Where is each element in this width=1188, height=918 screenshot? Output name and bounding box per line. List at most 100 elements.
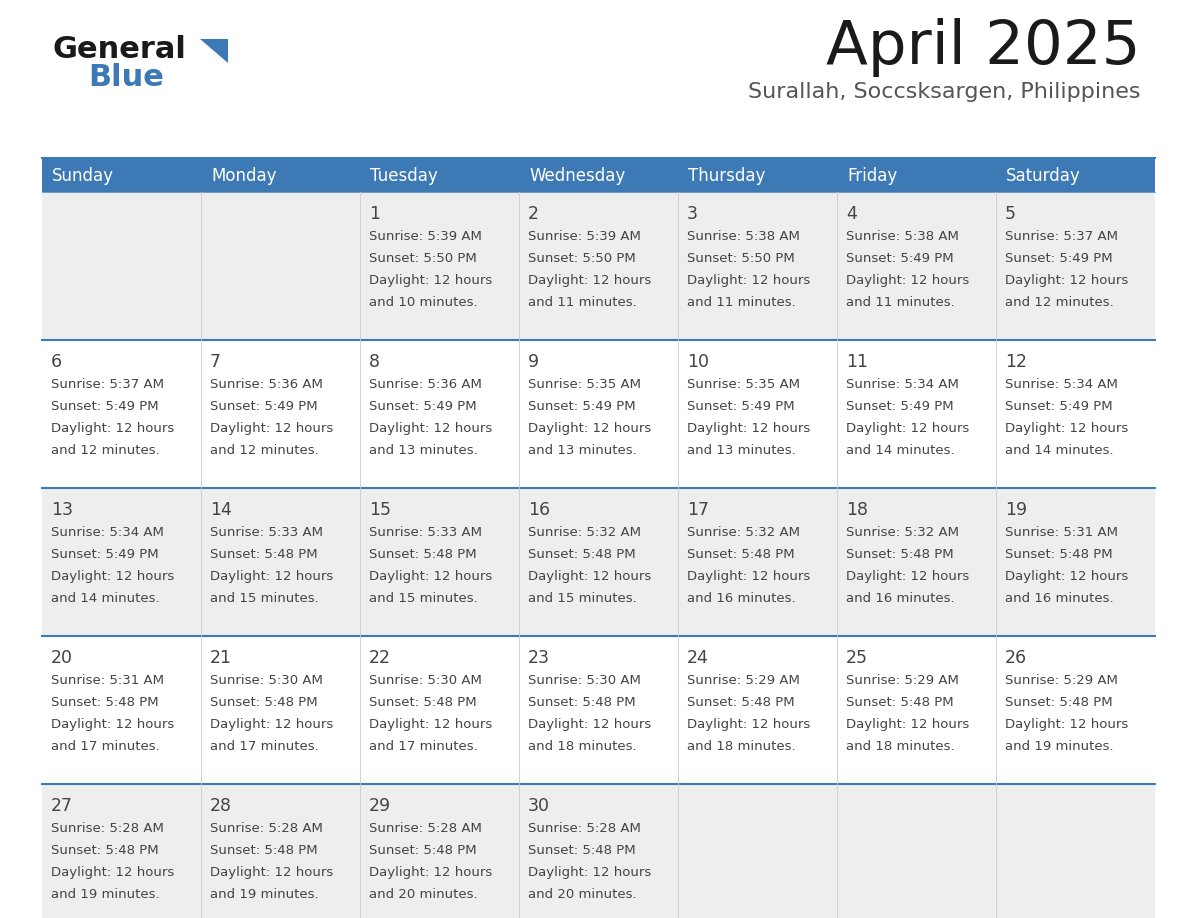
Text: and 17 minutes.: and 17 minutes. [369, 740, 478, 753]
Text: Daylight: 12 hours: Daylight: 12 hours [369, 274, 492, 287]
Text: 20: 20 [51, 649, 72, 667]
Text: Sunrise: 5:38 AM: Sunrise: 5:38 AM [846, 230, 959, 243]
Text: Sunset: 5:48 PM: Sunset: 5:48 PM [369, 696, 476, 709]
Text: 6: 6 [51, 353, 62, 371]
Text: Daylight: 12 hours: Daylight: 12 hours [687, 718, 810, 731]
Text: and 13 minutes.: and 13 minutes. [527, 444, 637, 457]
Text: Daylight: 12 hours: Daylight: 12 hours [210, 570, 334, 583]
Text: and 12 minutes.: and 12 minutes. [210, 444, 318, 457]
Bar [42, 488, 1155, 636]
Text: and 20 minutes.: and 20 minutes. [527, 888, 637, 901]
Bar [42, 636, 1155, 784]
Text: Sunset: 5:48 PM: Sunset: 5:48 PM [1005, 696, 1113, 709]
Text: 7: 7 [210, 353, 221, 371]
Text: Daylight: 12 hours: Daylight: 12 hours [527, 274, 651, 287]
Text: Sunrise: 5:28 AM: Sunrise: 5:28 AM [527, 822, 640, 835]
Text: Sunset: 5:48 PM: Sunset: 5:48 PM [210, 844, 317, 857]
Text: Sunrise: 5:34 AM: Sunrise: 5:34 AM [1005, 378, 1118, 391]
Text: Sunrise: 5:32 AM: Sunrise: 5:32 AM [687, 526, 800, 539]
Text: Wednesday: Wednesday [529, 167, 625, 185]
Text: Sunset: 5:48 PM: Sunset: 5:48 PM [527, 696, 636, 709]
Text: and 19 minutes.: and 19 minutes. [51, 888, 159, 901]
Text: Sunset: 5:49 PM: Sunset: 5:49 PM [51, 548, 159, 561]
Text: Sunset: 5:50 PM: Sunset: 5:50 PM [527, 252, 636, 265]
Text: Sunrise: 5:29 AM: Sunrise: 5:29 AM [687, 674, 800, 687]
Text: and 19 minutes.: and 19 minutes. [1005, 740, 1113, 753]
Text: and 15 minutes.: and 15 minutes. [210, 592, 318, 605]
Text: 28: 28 [210, 797, 232, 815]
Text: 23: 23 [527, 649, 550, 667]
Text: and 14 minutes.: and 14 minutes. [846, 444, 955, 457]
Text: Sunrise: 5:34 AM: Sunrise: 5:34 AM [51, 526, 164, 539]
Text: Friday: Friday [847, 167, 897, 185]
Text: Daylight: 12 hours: Daylight: 12 hours [51, 718, 175, 731]
Text: Sunrise: 5:32 AM: Sunrise: 5:32 AM [527, 526, 642, 539]
Text: Sunset: 5:49 PM: Sunset: 5:49 PM [687, 400, 795, 413]
Text: and 12 minutes.: and 12 minutes. [51, 444, 159, 457]
Text: Sunset: 5:48 PM: Sunset: 5:48 PM [687, 696, 795, 709]
Text: 24: 24 [687, 649, 709, 667]
Text: 27: 27 [51, 797, 72, 815]
Text: and 18 minutes.: and 18 minutes. [846, 740, 955, 753]
Text: April 2025: April 2025 [826, 18, 1140, 77]
Text: Saturday: Saturday [1006, 167, 1081, 185]
Bar [42, 340, 1155, 488]
Text: Sunset: 5:48 PM: Sunset: 5:48 PM [527, 548, 636, 561]
Text: and 11 minutes.: and 11 minutes. [846, 296, 955, 309]
Text: Daylight: 12 hours: Daylight: 12 hours [527, 570, 651, 583]
Text: 1: 1 [369, 205, 380, 223]
Text: Sunset: 5:48 PM: Sunset: 5:48 PM [51, 844, 159, 857]
Text: Sunset: 5:48 PM: Sunset: 5:48 PM [687, 548, 795, 561]
Text: Daylight: 12 hours: Daylight: 12 hours [527, 718, 651, 731]
Text: Sunrise: 5:29 AM: Sunrise: 5:29 AM [846, 674, 959, 687]
Text: and 13 minutes.: and 13 minutes. [687, 444, 796, 457]
Text: Sunrise: 5:31 AM: Sunrise: 5:31 AM [1005, 526, 1118, 539]
Text: Sunrise: 5:35 AM: Sunrise: 5:35 AM [527, 378, 642, 391]
Text: Daylight: 12 hours: Daylight: 12 hours [687, 422, 810, 435]
Text: Daylight: 12 hours: Daylight: 12 hours [846, 274, 969, 287]
Text: Daylight: 12 hours: Daylight: 12 hours [369, 570, 492, 583]
Text: Thursday: Thursday [688, 167, 765, 185]
Text: Surallah, Soccsksargen, Philippines: Surallah, Soccsksargen, Philippines [747, 82, 1140, 102]
Text: Daylight: 12 hours: Daylight: 12 hours [846, 570, 969, 583]
Text: 8: 8 [369, 353, 380, 371]
Text: 4: 4 [846, 205, 857, 223]
Text: Sunset: 5:49 PM: Sunset: 5:49 PM [51, 400, 159, 413]
Text: Tuesday: Tuesday [369, 167, 437, 185]
Text: Sunset: 5:48 PM: Sunset: 5:48 PM [369, 844, 476, 857]
Text: 9: 9 [527, 353, 539, 371]
Text: Sunrise: 5:28 AM: Sunrise: 5:28 AM [369, 822, 482, 835]
Text: and 18 minutes.: and 18 minutes. [527, 740, 637, 753]
Text: Sunrise: 5:36 AM: Sunrise: 5:36 AM [369, 378, 482, 391]
Text: Sunset: 5:48 PM: Sunset: 5:48 PM [51, 696, 159, 709]
Text: Sunrise: 5:39 AM: Sunrise: 5:39 AM [527, 230, 640, 243]
Text: and 15 minutes.: and 15 minutes. [527, 592, 637, 605]
Text: 15: 15 [369, 501, 391, 519]
Text: Sunday: Sunday [52, 167, 114, 185]
Text: 3: 3 [687, 205, 699, 223]
Text: Sunrise: 5:30 AM: Sunrise: 5:30 AM [369, 674, 482, 687]
Text: 13: 13 [51, 501, 72, 519]
Text: Sunrise: 5:31 AM: Sunrise: 5:31 AM [51, 674, 164, 687]
Text: 18: 18 [846, 501, 868, 519]
Text: and 14 minutes.: and 14 minutes. [1005, 444, 1113, 457]
Polygon shape [200, 39, 228, 63]
Text: Monday: Monday [211, 167, 277, 185]
Text: Sunrise: 5:37 AM: Sunrise: 5:37 AM [1005, 230, 1118, 243]
Text: Sunrise: 5:37 AM: Sunrise: 5:37 AM [51, 378, 164, 391]
Text: and 16 minutes.: and 16 minutes. [846, 592, 955, 605]
Text: and 19 minutes.: and 19 minutes. [210, 888, 318, 901]
Text: 5: 5 [1005, 205, 1016, 223]
Text: Sunset: 5:48 PM: Sunset: 5:48 PM [210, 548, 317, 561]
Text: 26: 26 [1005, 649, 1028, 667]
Text: Sunrise: 5:30 AM: Sunrise: 5:30 AM [527, 674, 640, 687]
Text: and 11 minutes.: and 11 minutes. [687, 296, 796, 309]
Text: and 18 minutes.: and 18 minutes. [687, 740, 796, 753]
Text: Sunset: 5:48 PM: Sunset: 5:48 PM [527, 844, 636, 857]
Text: Sunrise: 5:30 AM: Sunrise: 5:30 AM [210, 674, 323, 687]
Text: and 14 minutes.: and 14 minutes. [51, 592, 159, 605]
Text: Daylight: 12 hours: Daylight: 12 hours [210, 866, 334, 879]
Text: 25: 25 [846, 649, 868, 667]
Text: Sunset: 5:49 PM: Sunset: 5:49 PM [527, 400, 636, 413]
Text: Sunset: 5:49 PM: Sunset: 5:49 PM [846, 400, 954, 413]
